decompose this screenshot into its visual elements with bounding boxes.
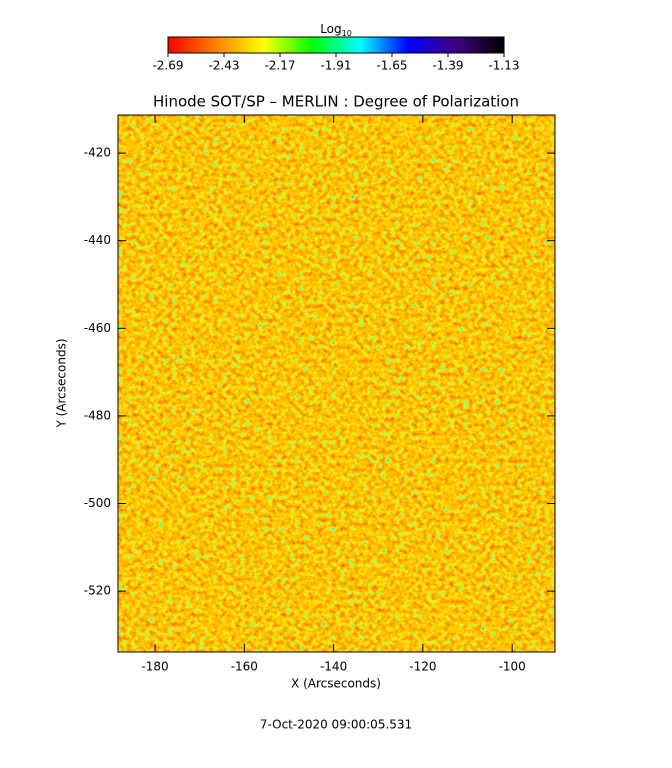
colorbar-tick-label: -1.91 <box>320 59 351 73</box>
x-tick-label: -160 <box>231 660 258 674</box>
heatmap-texture <box>118 115 555 652</box>
x-tick-label: -180 <box>141 660 168 674</box>
y-tick-label: -480 <box>84 408 111 422</box>
x-tick-label: -100 <box>499 660 526 674</box>
x-tick-label: -140 <box>320 660 347 674</box>
y-tick-label: -420 <box>84 146 111 160</box>
footer-timestamp: 7-Oct-2020 09:00:05.531 <box>260 718 412 732</box>
x-tick-label: -120 <box>409 660 436 674</box>
plot-frame <box>117 114 556 653</box>
y-tick-label: -460 <box>84 321 111 335</box>
colorbar-tick-label: -2.43 <box>208 59 239 73</box>
y-axis-label: Y (Arcseconds) <box>55 338 69 428</box>
colorbar-label: Log10 <box>320 22 352 38</box>
colorbar-tick-label: -2.17 <box>264 59 295 73</box>
colorbar-label-subscript: 10 <box>342 29 352 38</box>
chart-title: Hinode SOT/SP – MERLIN : Degree of Polar… <box>153 93 519 111</box>
y-tick-label: -520 <box>84 584 111 598</box>
y-tick-label: -440 <box>84 233 111 247</box>
colorbar-tick-label: -1.39 <box>432 59 463 73</box>
colorbar-label-text: Log <box>320 22 341 36</box>
colorbar-tick-label: -2.69 <box>152 59 183 73</box>
colorbar <box>167 36 505 54</box>
y-tick-label: -500 <box>84 496 111 510</box>
colorbar-tick-label: -1.13 <box>488 59 519 73</box>
x-axis-label: X (Arcseconds) <box>291 677 381 691</box>
colorbar-tick-label: -1.65 <box>376 59 407 73</box>
